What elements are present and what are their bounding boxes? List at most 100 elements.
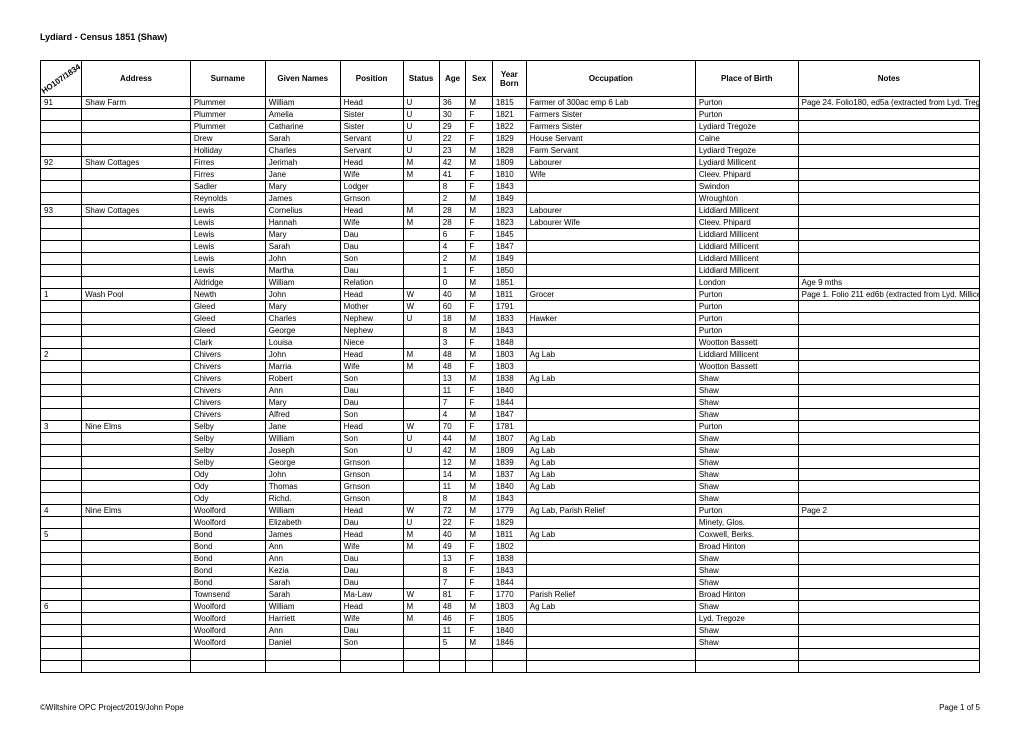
cell: M [466,277,493,289]
cell: M [466,205,493,217]
cell: Hannah [265,217,340,229]
cell: William [265,601,340,613]
cell [41,373,82,385]
table-row: WoolfordDanielSon5M1846Shaw [41,637,980,649]
cell: Charles [265,145,340,157]
cell: John [265,289,340,301]
cell [798,445,979,457]
cell [798,157,979,169]
table-row: HollidayCharlesServantU23M1828Farm Serva… [41,145,980,157]
cell [798,361,979,373]
cell [526,253,695,265]
cell [403,469,439,481]
cell: Cleev. Phipard [695,169,798,181]
cell: Lewis [190,253,265,265]
cell: M [403,361,439,373]
cell: Martha [265,265,340,277]
cell: 1802 [492,541,526,553]
cell: Gleed [190,313,265,325]
cell: Wife [526,169,695,181]
cell: Son [340,373,403,385]
cell: 1840 [492,481,526,493]
col-status: Status [403,61,439,97]
cell [403,565,439,577]
cell: 1845 [492,229,526,241]
cell [526,229,695,241]
cell: Head [340,529,403,541]
cell [526,337,695,349]
cell: Dau [340,241,403,253]
cell [340,649,403,661]
cell [403,625,439,637]
cell [526,649,695,661]
cell: Purton [695,289,798,301]
cell: Firres [190,157,265,169]
cell: 1844 [492,397,526,409]
cell [82,553,191,565]
cell: Chivers [190,385,265,397]
cell [41,193,82,205]
cell: 2 [439,193,466,205]
cell [41,625,82,637]
cell: 2 [439,253,466,265]
cell: 40 [439,529,466,541]
cell: Shaw [695,637,798,649]
table-row: LewisSarahDau4F1847Liddiard Millicent [41,241,980,253]
cell [798,169,979,181]
cell: 1770 [492,589,526,601]
cell [41,277,82,289]
cell: Plummer [190,97,265,109]
cell: Ag Lab [526,373,695,385]
cell [41,469,82,481]
cell [798,109,979,121]
table-row: 5BondJamesHeadM40M1811Ag LabCoxwell, Ber… [41,529,980,541]
cell: Catharine [265,121,340,133]
table-row: ClarkLouisaNiece3F1848Wootton Bassett [41,337,980,349]
cell [526,301,695,313]
cell [403,277,439,289]
cell [798,397,979,409]
cell: 28 [439,217,466,229]
cell [265,649,340,661]
cell: 1839 [492,457,526,469]
cell: 1803 [492,349,526,361]
cell: 8 [439,493,466,505]
cell [466,661,493,673]
cell [403,493,439,505]
cell: F [466,121,493,133]
cell [41,361,82,373]
cell: 7 [439,397,466,409]
table-row: 4Nine ElmsWoolfordWilliamHeadW72M1779Ag … [41,505,980,517]
cell [41,661,82,673]
cell: Aldridge [190,277,265,289]
cell: Labourer Wife [526,217,695,229]
cell [41,553,82,565]
cell [526,517,695,529]
cell: James [265,529,340,541]
table-row: BondAnnWifeM49F1802Broad Hinton [41,541,980,553]
cell: Liddiard Millicent [695,241,798,253]
cell: Nephew [340,325,403,337]
cell [403,553,439,565]
cell: 81 [439,589,466,601]
cell [798,517,979,529]
cell: 49 [439,541,466,553]
table-row: 92Shaw CottagesFirresJerimahHeadM42M1809… [41,157,980,169]
cell: Shaw [695,565,798,577]
cell: George [265,457,340,469]
cell: 22 [439,517,466,529]
cell: Son [340,637,403,649]
cell: Selby [190,433,265,445]
cell: Labourer [526,205,695,217]
cell: Dau [340,229,403,241]
cell: 60 [439,301,466,313]
cell: Broad Hinton [695,541,798,553]
cell: Ag Lab [526,481,695,493]
cell: 1815 [492,97,526,109]
cell: 11 [439,385,466,397]
cell: House Servant [526,133,695,145]
cell [82,301,191,313]
cell: 1847 [492,241,526,253]
cell: 30 [439,109,466,121]
cell: Ag Lab [526,445,695,457]
